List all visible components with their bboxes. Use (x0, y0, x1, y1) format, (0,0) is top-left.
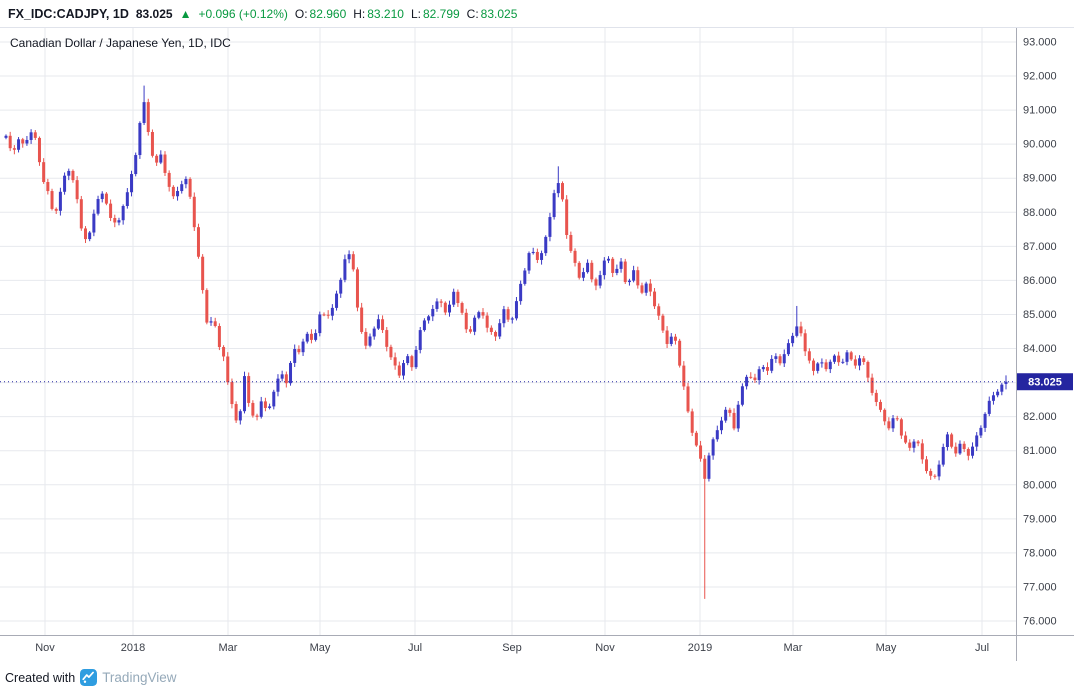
svg-text:85.000: 85.000 (1023, 309, 1057, 321)
svg-text:84.000: 84.000 (1023, 343, 1057, 355)
svg-text:78.000: 78.000 (1023, 547, 1057, 559)
svg-text:2019: 2019 (688, 642, 712, 654)
svg-text:92.000: 92.000 (1023, 71, 1057, 83)
open-label: O: (294, 6, 308, 21)
low-price: 82.799 (422, 6, 460, 21)
svg-text:79.000: 79.000 (1023, 513, 1057, 525)
svg-text:90.000: 90.000 (1023, 139, 1057, 151)
attribution: Created with TradingView (0, 661, 1074, 694)
svg-text:Jul: Jul (408, 642, 422, 654)
price-change: +0.096 (+0.12%) (198, 6, 288, 21)
svg-text:Jul: Jul (975, 642, 989, 654)
svg-text:86.000: 86.000 (1023, 275, 1057, 287)
last-price: 83.025 (135, 6, 173, 21)
svg-text:May: May (876, 642, 897, 654)
high-label: H: (353, 6, 366, 21)
close-value: C: 83.025 (467, 7, 518, 21)
open-price: 82.960 (309, 6, 347, 21)
close-price: 83.025 (480, 6, 518, 21)
svg-text:82.000: 82.000 (1023, 411, 1057, 423)
svg-text:77.000: 77.000 (1023, 581, 1057, 593)
svg-text:76.000: 76.000 (1023, 616, 1057, 628)
svg-text:81.000: 81.000 (1023, 445, 1057, 457)
change-up-arrow-icon: ▲ (179, 6, 192, 21)
svg-text:Nov: Nov (35, 642, 55, 654)
svg-text:91.000: 91.000 (1023, 105, 1057, 117)
svg-text:87.000: 87.000 (1023, 241, 1057, 253)
quote-bar: FX_IDC:CADJPY, 1D 83.025 ▲ +0.096 (+0.12… (0, 0, 1074, 28)
svg-text:Mar: Mar (219, 642, 238, 654)
chart-legend[interactable]: Canadian Dollar / Japanese Yen, 1D, IDC (10, 36, 231, 50)
open-value: O: 82.960 (295, 7, 346, 21)
svg-text:83.025: 83.025 (1028, 377, 1062, 389)
tradingview-wordmark[interactable]: TradingView (102, 670, 177, 685)
high-price: 83.210 (367, 6, 404, 21)
svg-text:Nov: Nov (595, 642, 615, 654)
svg-text:93.000: 93.000 (1023, 37, 1057, 49)
attribution-text: Created with (5, 670, 76, 685)
close-label: C: (466, 6, 479, 21)
low-label: L: (410, 6, 421, 21)
svg-text:2018: 2018 (121, 642, 145, 654)
svg-text:89.000: 89.000 (1023, 173, 1057, 185)
symbol-name[interactable]: FX_IDC:CADJPY, 1D (8, 6, 129, 21)
tradingview-logo-icon[interactable] (80, 669, 98, 686)
high-value: H: 83.210 (353, 7, 404, 21)
price-chart[interactable]: 93.000 92.000 91.000 90.000 89.000 88.000 87.0… (0, 28, 1074, 661)
svg-text:May: May (310, 642, 331, 654)
svg-text:80.000: 80.000 (1023, 479, 1057, 491)
svg-text:Mar: Mar (784, 642, 803, 654)
svg-text:88.000: 88.000 (1023, 207, 1057, 219)
svg-text:Sep: Sep (502, 642, 522, 654)
low-value: L: 82.799 (411, 7, 460, 21)
